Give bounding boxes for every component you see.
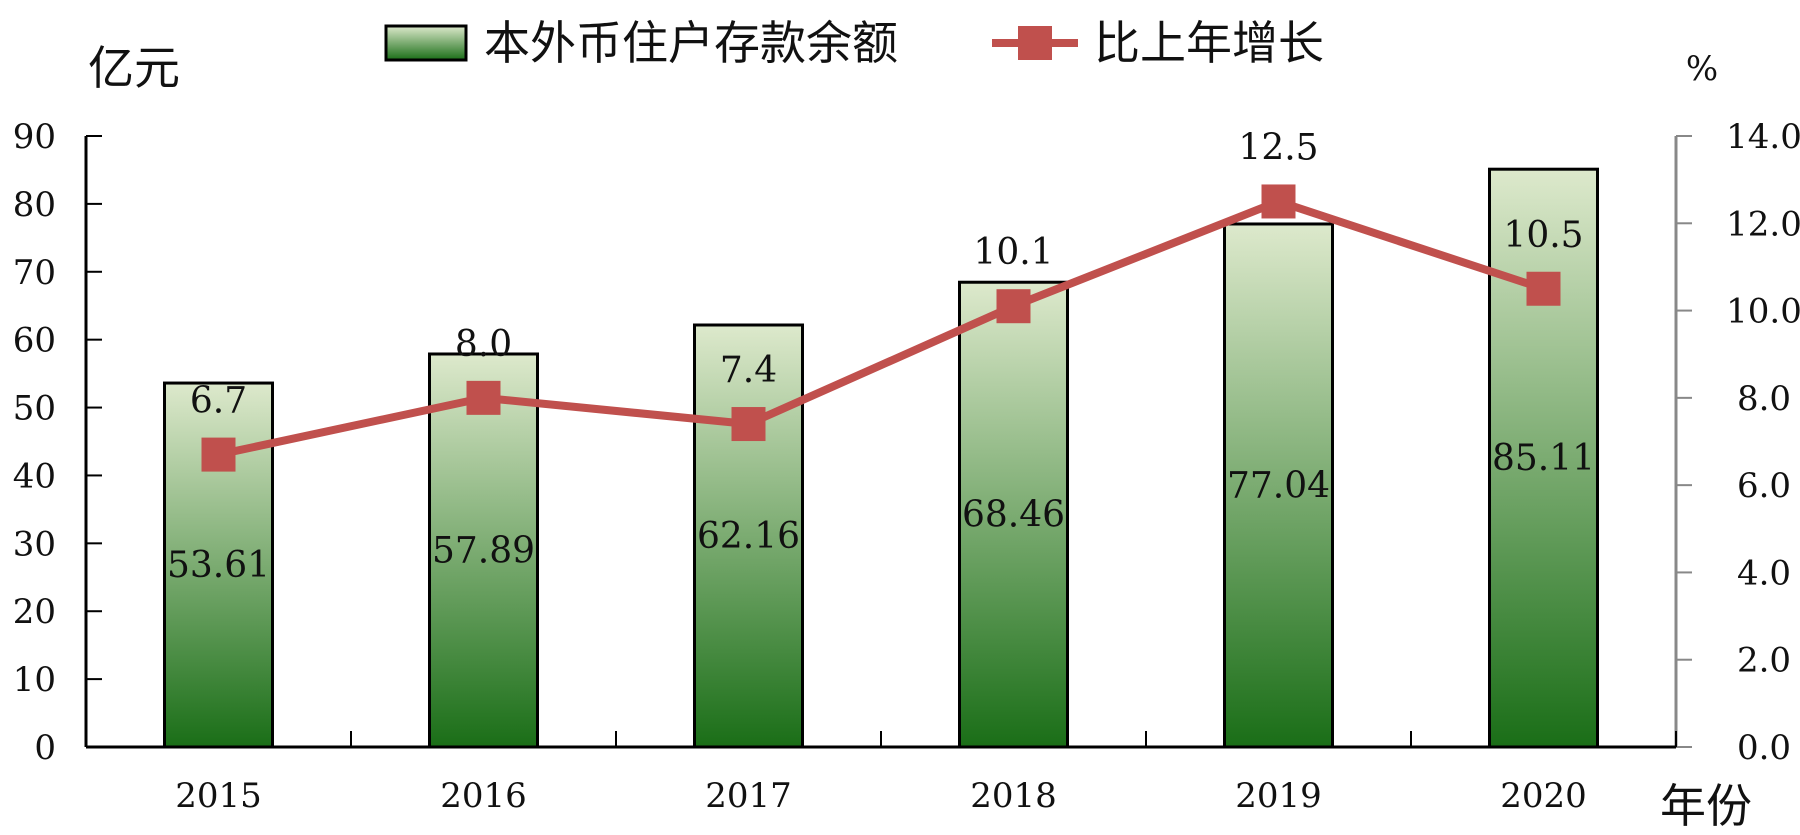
bar [693, 323, 804, 749]
right-axis-tick-label: 8.0 [1737, 379, 1791, 419]
line-marker [996, 289, 1031, 324]
line-value-label: 10.5 [1503, 215, 1583, 256]
right-axis-tick-label: 10.0 [1726, 292, 1800, 332]
x-axis-unit: 年份 [1660, 779, 1752, 833]
right-axis-tick-label: 2.0 [1737, 641, 1791, 681]
x-axis-tick-label: 2017 [705, 776, 792, 816]
left-axis-tick-label: 90 [13, 117, 56, 157]
legend-bar-label: 本外币住户存款余额 [484, 16, 898, 70]
left-axis-tick-label: 10 [13, 660, 56, 700]
line-path [217, 197, 1545, 459]
bar [428, 352, 539, 749]
left-axis-unit: 亿元 [88, 41, 180, 95]
bar [1223, 222, 1334, 749]
x-axis-tick-label: 2020 [1500, 776, 1587, 816]
bar [1488, 167, 1599, 749]
left-axis-tick-label: 60 [13, 321, 56, 361]
right-axis-unit: % [1686, 49, 1718, 89]
line-marker [201, 437, 236, 472]
x-axis-tick-label: 2019 [1235, 776, 1322, 816]
bar-series [163, 167, 1599, 749]
line-marker [1261, 184, 1296, 219]
bar [958, 280, 1069, 749]
legend: 本外币住户存款余额 比上年增长 [384, 16, 1324, 70]
legend-line-marker [1018, 26, 1052, 60]
left-axis-tick-label: 50 [13, 389, 56, 429]
right-axis-tick-label: 12.0 [1726, 204, 1800, 244]
line-value-label: 7.4 [720, 350, 777, 391]
bar-value-label: 62.16 [697, 516, 800, 557]
line-value-label: 10.1 [973, 232, 1053, 273]
axes: 0 10 20 30 40 50 60 70 80 90 0.0 2.0 4.0 6.0 8.0 10.0 12… [13, 117, 1800, 816]
left-axis-tick-label: 20 [13, 592, 56, 632]
left-axis-tick-label: 40 [13, 456, 56, 496]
bar-value-label: 68.46 [962, 495, 1065, 536]
right-axis-tick-label: 0.0 [1737, 728, 1791, 768]
bar-value-label: 53.61 [167, 545, 270, 586]
right-axis-tick-label: 4.0 [1737, 553, 1791, 593]
left-axis-tick-label: 30 [13, 524, 56, 564]
data-labels: 53.61 57.89 62.16 68.46 77.04 85.11 6.7 8.0 7.4 1… [167, 127, 1595, 586]
bar-value-label: 85.11 [1492, 438, 1595, 479]
right-axis-tick-label: 14.0 [1726, 117, 1800, 157]
line-value-label: 8.0 [455, 324, 512, 365]
bar-value-label: 57.89 [432, 530, 535, 571]
line-marker [1526, 271, 1561, 306]
legend-line-label: 比上年增长 [1094, 16, 1324, 70]
line-value-label: 12.5 [1238, 127, 1318, 168]
left-axis-tick-label: 70 [13, 253, 56, 293]
left-axis-tick-label: 0 [34, 728, 56, 768]
line-value-label: 6.7 [190, 381, 247, 422]
legend-bar-swatch [384, 24, 468, 62]
x-axis-tick-label: 2018 [970, 776, 1057, 816]
line-marker [731, 407, 766, 442]
x-axis-tick-label: 2015 [175, 776, 262, 816]
left-axis-tick-label: 80 [13, 185, 56, 225]
bar-value-label: 77.04 [1227, 465, 1330, 506]
line-series [201, 184, 1561, 472]
right-axis-tick-label: 6.0 [1737, 466, 1791, 506]
x-axis-tick-label: 2016 [440, 776, 527, 816]
line-marker [466, 380, 501, 415]
